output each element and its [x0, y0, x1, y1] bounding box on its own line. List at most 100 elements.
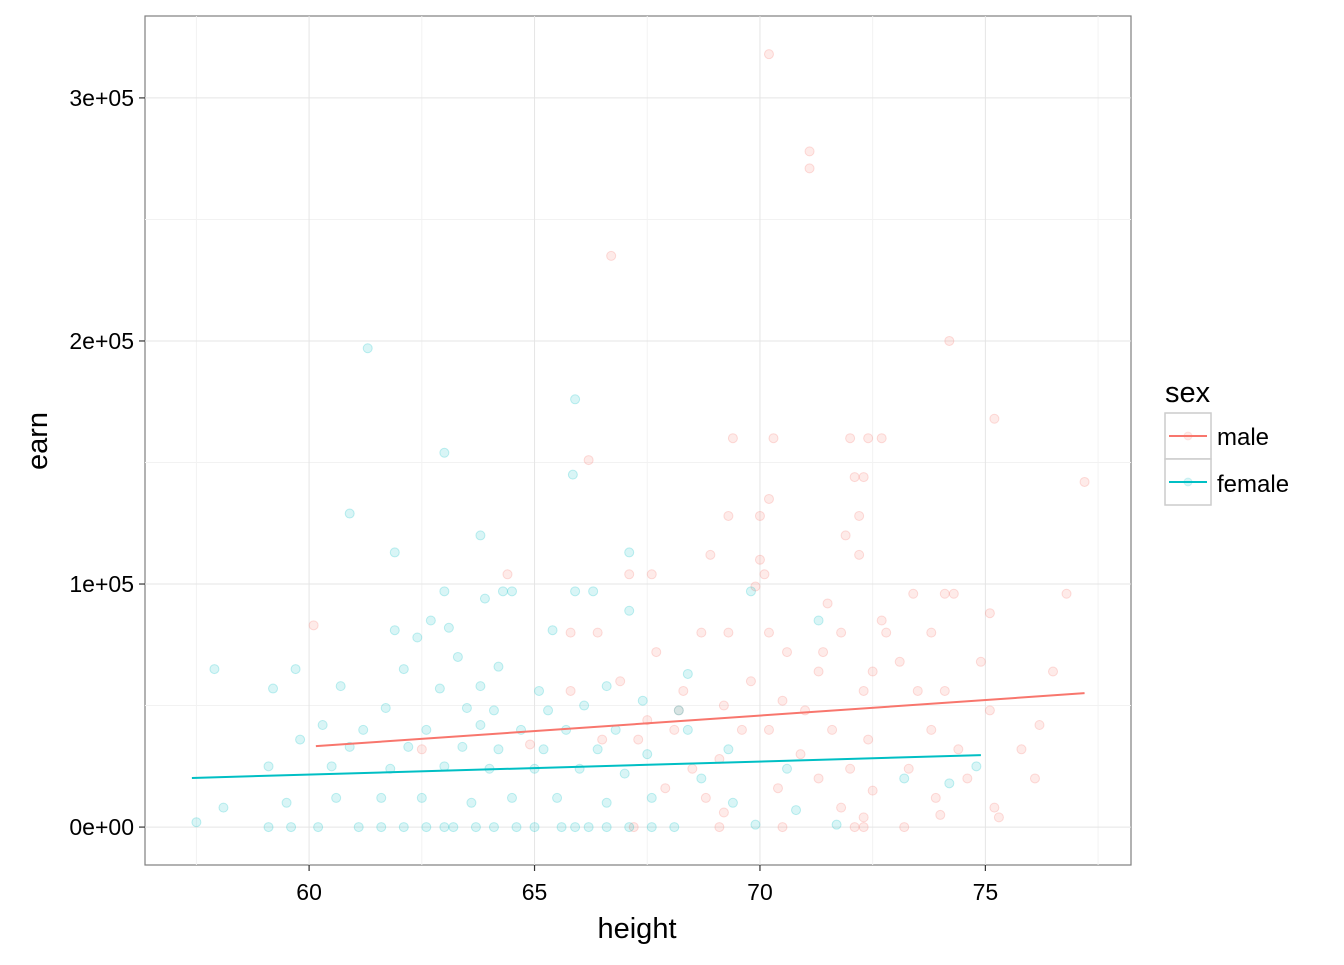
data-point-female [782, 763, 793, 774]
data-point-female [727, 797, 738, 808]
data-point-female [971, 761, 982, 772]
fit-line-female [191, 754, 981, 779]
data-point-female [745, 586, 756, 597]
data-point-female [385, 763, 396, 774]
data-point-male [750, 581, 761, 592]
data-point-male [1061, 588, 1072, 599]
data-point-male [953, 744, 964, 755]
data-point-female [209, 664, 220, 675]
data-point-female [263, 761, 274, 772]
y-tick-label: 1e+05 [69, 571, 134, 597]
data-point-male [705, 549, 716, 560]
data-point-male [768, 433, 779, 444]
data-point-female [574, 763, 585, 774]
data-point-male [939, 685, 950, 696]
data-point-male [718, 807, 729, 818]
data-point-female [637, 695, 648, 706]
data-point-female [583, 822, 594, 833]
points [191, 49, 1090, 833]
legend-label-male: male [1217, 424, 1269, 451]
data-point-male [727, 433, 738, 444]
data-point-male [845, 433, 856, 444]
data-point-female [461, 702, 472, 713]
data-point-male [804, 146, 815, 157]
data-point-male [845, 763, 856, 774]
data-point-female [556, 822, 567, 833]
data-point-male [836, 802, 847, 813]
data-point-male [813, 773, 824, 784]
data-point-female [434, 683, 445, 694]
data-point-male [565, 627, 576, 638]
x-tick-label: 70 [747, 879, 773, 905]
data-point-male [714, 822, 725, 833]
data-point-male [745, 676, 756, 687]
axes: 60 65 70 75 0e+00 1e+05 2e+05 3e+05 [69, 85, 998, 905]
data-point-male [849, 472, 860, 483]
data-point-male [858, 472, 869, 483]
data-point-male [678, 685, 689, 696]
data-point-female [723, 744, 734, 755]
data-point-female [475, 719, 486, 730]
data-point-female [529, 822, 540, 833]
data-point-female [326, 761, 337, 772]
data-point-male [863, 433, 874, 444]
data-point-female [538, 744, 549, 755]
data-point-male [867, 666, 878, 677]
data-point-female [552, 792, 563, 803]
data-point-female [380, 702, 391, 713]
data-point-female [317, 719, 328, 730]
data-point-male [975, 656, 986, 667]
data-point-female [592, 744, 603, 755]
data-point-female [624, 547, 635, 558]
data-point-male [836, 627, 847, 638]
data-point-male [525, 739, 536, 750]
legend: sex male female [1164, 377, 1289, 506]
data-point-female [448, 822, 459, 833]
data-point-female [191, 817, 202, 828]
data-point-female [646, 822, 657, 833]
data-point-male [669, 724, 680, 735]
data-point-female [412, 632, 423, 643]
data-point-male [772, 783, 783, 794]
data-point-male [759, 569, 770, 580]
data-point-male [930, 792, 941, 803]
data-point-female [421, 724, 432, 735]
data-point-male [962, 773, 973, 784]
data-point-female [439, 586, 450, 597]
data-point-male [502, 569, 513, 580]
data-point-male [948, 588, 959, 599]
data-point-female [475, 681, 486, 692]
data-point-female [610, 724, 621, 735]
data-point-female [389, 625, 400, 636]
legend-point-male [1183, 431, 1193, 441]
data-point-female [567, 469, 578, 480]
data-point-female [362, 343, 373, 354]
data-point-female [281, 797, 292, 808]
data-point-male [700, 792, 711, 803]
data-point-male [858, 822, 869, 833]
data-point-female [457, 741, 468, 752]
data-point-female [398, 822, 409, 833]
data-point-male [1029, 773, 1040, 784]
data-point-female [493, 744, 504, 755]
data-point-male [926, 724, 937, 735]
fit-lines [191, 692, 1085, 779]
data-point-male [849, 822, 860, 833]
data-point-female [506, 792, 517, 803]
data-point-male [989, 413, 1000, 424]
data-point-male [804, 163, 815, 174]
data-point-female [624, 605, 635, 616]
data-point-female [452, 651, 463, 662]
data-point-male [673, 705, 684, 716]
data-point-female [570, 586, 581, 597]
data-point-female [344, 508, 355, 519]
data-point-male [939, 588, 950, 599]
data-point-female [813, 615, 824, 626]
data-point-male [606, 250, 617, 261]
data-point-male [984, 705, 995, 716]
data-point-female [506, 586, 517, 597]
data-point-male [308, 620, 319, 631]
data-point-male [854, 510, 865, 521]
data-point-female [791, 805, 802, 816]
data-point-female [353, 822, 364, 833]
